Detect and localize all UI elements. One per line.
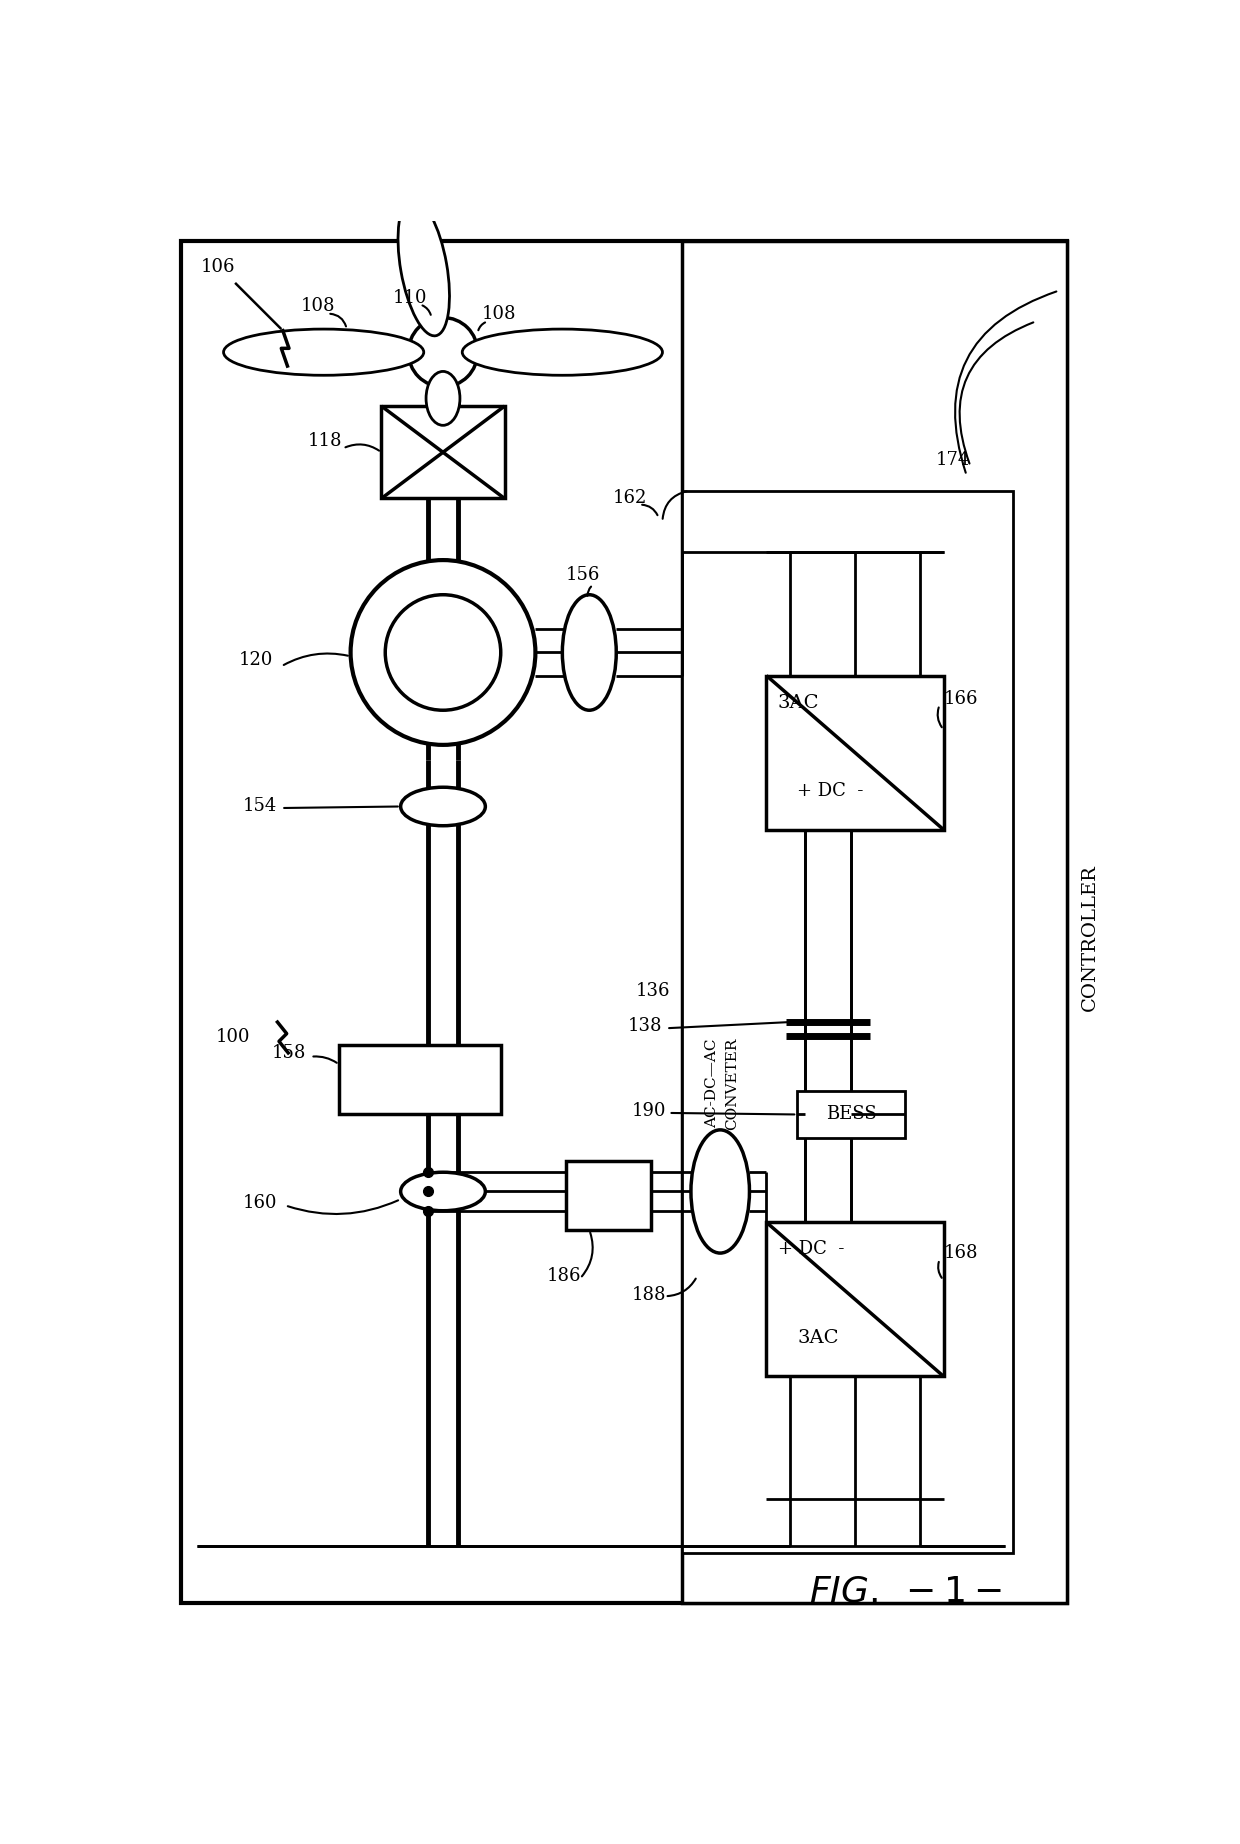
Text: 168: 168 (944, 1245, 978, 1261)
Ellipse shape (401, 787, 485, 826)
Text: 3AC: 3AC (777, 693, 820, 712)
Text: 186: 186 (547, 1267, 582, 1285)
Text: 174: 174 (936, 452, 970, 468)
Ellipse shape (427, 371, 460, 426)
Bar (766, 675, 944, 830)
Text: CONVETER: CONVETER (724, 1038, 739, 1130)
Circle shape (408, 317, 477, 387)
Text: 188: 188 (631, 1287, 666, 1304)
Text: + DC  -: + DC - (797, 782, 863, 800)
Text: 154: 154 (243, 797, 277, 815)
Text: 118: 118 (309, 431, 342, 450)
Bar (797, 1092, 905, 1138)
Ellipse shape (563, 596, 616, 710)
Text: BESS: BESS (826, 1106, 877, 1123)
Text: 160: 160 (243, 1195, 278, 1212)
Bar (382, 406, 505, 498)
Ellipse shape (691, 1130, 749, 1254)
Text: 3AC: 3AC (797, 1330, 838, 1346)
Ellipse shape (463, 328, 662, 376)
Text: 156: 156 (567, 566, 600, 585)
Text: 106: 106 (201, 258, 234, 277)
Text: CONTROLLER: CONTROLLER (1081, 865, 1099, 1011)
Text: 136: 136 (635, 983, 670, 999)
Text: 166: 166 (944, 690, 978, 708)
Ellipse shape (223, 328, 424, 376)
Circle shape (386, 596, 501, 710)
Text: 110: 110 (393, 290, 428, 308)
Bar (682, 240, 1066, 1604)
Bar (766, 1223, 944, 1376)
Text: 108: 108 (300, 297, 335, 315)
Text: 158: 158 (272, 1044, 306, 1062)
Text: 190: 190 (631, 1101, 666, 1119)
Text: 120: 120 (239, 651, 273, 669)
Text: 100: 100 (216, 1029, 250, 1047)
Text: 108: 108 (481, 304, 516, 323)
Text: 162: 162 (613, 489, 647, 507)
Bar (339, 1046, 501, 1114)
Bar (682, 491, 1013, 1553)
Circle shape (351, 561, 536, 745)
Text: AC-DC—AC: AC-DC—AC (706, 1038, 719, 1129)
Text: $FIG.\ -1-$: $FIG.\ -1-$ (808, 1575, 1001, 1608)
Bar (567, 1160, 651, 1230)
Text: 138: 138 (627, 1016, 662, 1034)
Ellipse shape (398, 199, 449, 336)
Ellipse shape (401, 1173, 485, 1212)
Text: + DC  -: + DC - (777, 1241, 844, 1258)
